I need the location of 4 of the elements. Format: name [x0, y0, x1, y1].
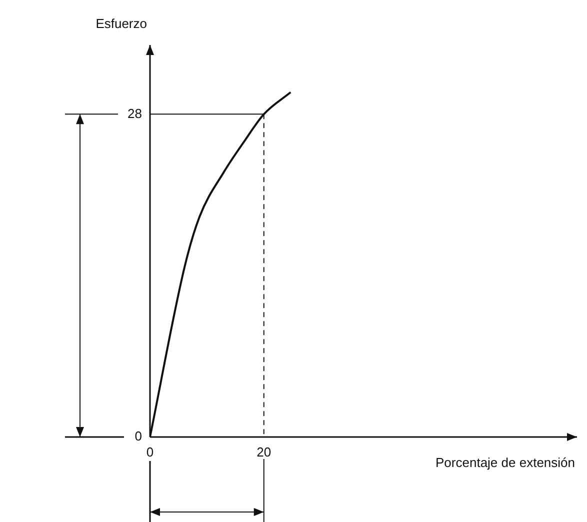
y-tick-label: 28	[128, 106, 142, 121]
x-axis-title: Porcentaje de extensión	[436, 455, 575, 470]
y-axis-title: Esfuerzo	[96, 16, 147, 32]
x-tick-label: 20	[256, 444, 272, 460]
